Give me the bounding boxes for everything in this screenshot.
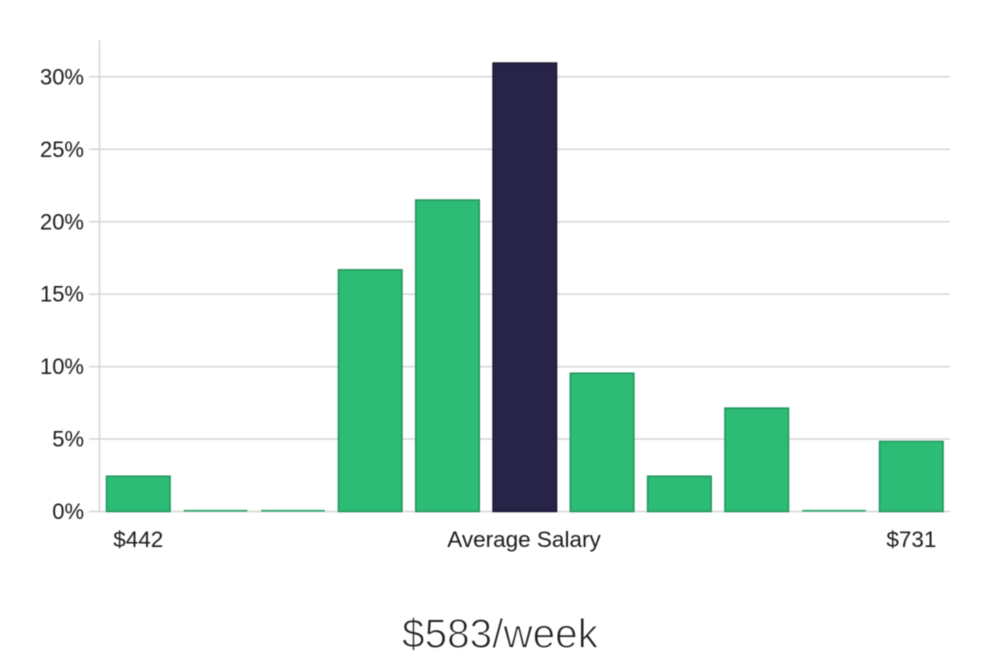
svg-text:30%: 30% xyxy=(40,64,84,89)
svg-text:0%: 0% xyxy=(52,499,84,524)
svg-text:$583/week: $583/week xyxy=(402,611,599,657)
svg-text:10%: 10% xyxy=(40,354,84,379)
svg-text:20%: 20% xyxy=(40,209,84,234)
svg-text:25%: 25% xyxy=(40,137,84,162)
svg-text:Average Salary: Average Salary xyxy=(447,527,601,552)
svg-text:15%: 15% xyxy=(40,282,84,307)
svg-text:$731: $731 xyxy=(886,527,936,552)
svg-text:$442: $442 xyxy=(113,527,163,552)
svg-text:5%: 5% xyxy=(52,427,84,452)
